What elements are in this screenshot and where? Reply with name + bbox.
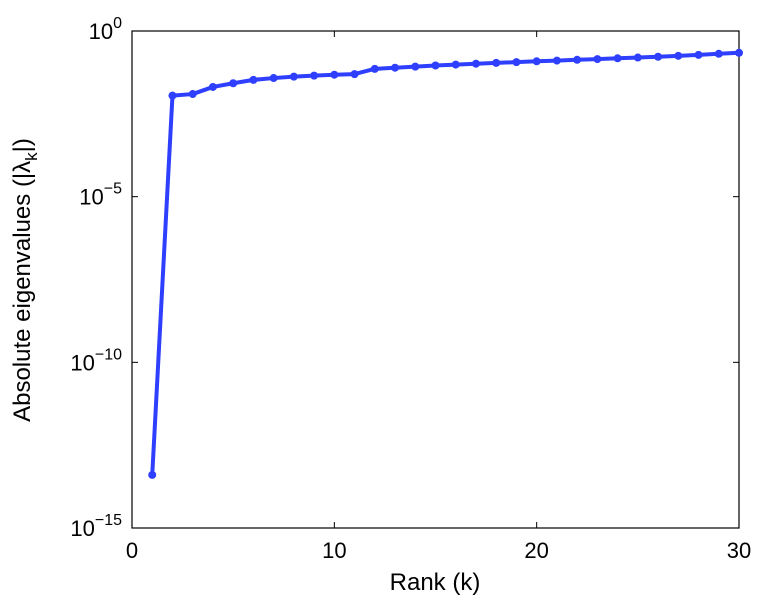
- data-point: [370, 64, 379, 73]
- data-point: [451, 60, 460, 69]
- x-axis-label: Rank (k): [390, 569, 481, 596]
- y-tick-label: 100: [89, 15, 122, 44]
- data-point: [391, 63, 400, 72]
- data-point: [229, 79, 238, 88]
- y-tick-label: 10−15: [70, 512, 122, 541]
- y-axis-label-end: |): [9, 138, 36, 152]
- data-point: [148, 470, 157, 479]
- y-tick-label: 10−10: [70, 346, 122, 375]
- x-axis-ticks: 0 10 20 30: [126, 31, 751, 563]
- data-point: [654, 52, 663, 61]
- data-point: [552, 56, 561, 65]
- y-tick-label: 10−5: [79, 181, 122, 210]
- data-point: [613, 54, 622, 63]
- data-point: [289, 72, 298, 81]
- data-point: [310, 71, 319, 80]
- data-point: [269, 74, 278, 83]
- data-point: [188, 90, 197, 99]
- y-axis-label-main: Absolute eigenvalues (|λ: [9, 161, 36, 422]
- x-tick-label: 30: [727, 538, 751, 563]
- data-point: [168, 91, 177, 100]
- x-tick-label: 10: [322, 538, 346, 563]
- data-point: [492, 58, 501, 67]
- data-point: [694, 50, 703, 59]
- data-point: [249, 75, 258, 84]
- data-point: [330, 70, 339, 79]
- data-point: [633, 53, 642, 62]
- x-tick-label: 0: [126, 538, 138, 563]
- data-point: [431, 61, 440, 70]
- data-point: [714, 49, 723, 58]
- data-point: [208, 82, 217, 91]
- data-point: [735, 48, 743, 57]
- x-tick-label: 20: [524, 538, 548, 563]
- data-point: [512, 58, 521, 67]
- data-point: [674, 51, 683, 60]
- plot-area: [131, 30, 740, 529]
- data-point: [411, 62, 420, 71]
- data-point: [532, 57, 541, 66]
- data-point: [573, 55, 582, 64]
- y-axis-ticks: 100 10−5 10−10 10−15: [70, 15, 739, 541]
- y-axis-label: Absolute eigenvalues (|λk|): [9, 138, 41, 422]
- data-point: [471, 59, 480, 68]
- data-point: [593, 55, 602, 64]
- series-points: [148, 48, 743, 479]
- data-point: [350, 70, 359, 79]
- y-axis-label-sub: k: [22, 152, 41, 161]
